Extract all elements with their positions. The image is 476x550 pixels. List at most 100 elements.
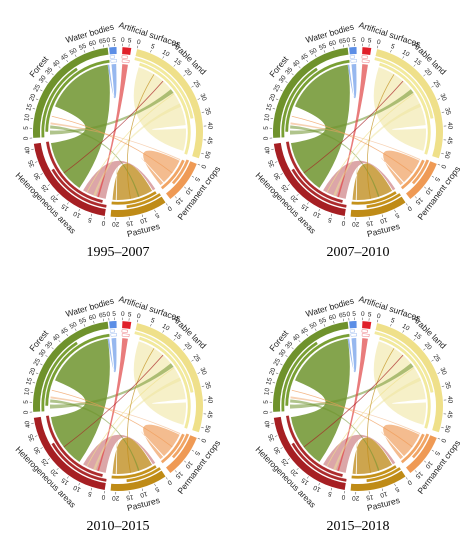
tick-label: 40 [206, 396, 214, 404]
flow-line-heterogeneous-areas [303, 354, 404, 448]
tick-label: 65 [339, 311, 348, 319]
tick-label: 15 [174, 196, 184, 206]
tick-mark [78, 208, 81, 212]
tick-label: 10 [379, 490, 388, 499]
tick-mark [431, 449, 435, 452]
tick-label: 40 [51, 333, 61, 343]
tick-mark [56, 193, 59, 197]
tick-mark [437, 98, 441, 100]
sector-arc-water-bodies [349, 47, 357, 55]
tick-label: 20 [289, 467, 299, 477]
tick-mark [298, 66, 301, 69]
sector-bar-permanent-crops [400, 433, 425, 464]
tick-label: 5 [394, 211, 401, 219]
sector-bar-forest [45, 333, 110, 406]
tick-mark [390, 49, 392, 53]
tick-label: 0 [376, 313, 381, 321]
tick-mark [141, 214, 144, 218]
panel-caption: 1995–2007 [87, 245, 150, 260]
tick-mark [377, 319, 379, 323]
tick-label: 10 [312, 209, 322, 219]
sector-bar-permanent-crops [411, 433, 430, 459]
tick-mark [78, 482, 81, 486]
tick-mark [280, 363, 283, 366]
tick-mark [306, 476, 309, 479]
tick-label: 25 [273, 83, 283, 93]
sector-bar-pastures [366, 467, 401, 483]
tick-mark [197, 372, 201, 374]
chords [49, 338, 186, 474]
chords [290, 64, 426, 200]
tick-mark [431, 175, 435, 178]
tick-mark [34, 435, 38, 437]
tick-label: 60 [328, 313, 337, 322]
tick-label: 10 [183, 186, 193, 196]
flow-line-heterogeneous-areas [63, 354, 164, 448]
tick-mark [314, 54, 317, 57]
tick-label: 50 [69, 47, 79, 57]
tick-mark [165, 203, 168, 206]
tick-label: 35 [443, 107, 452, 116]
tick-label: 20 [423, 341, 433, 351]
tick-label: 5 [150, 43, 156, 51]
chord-arable-land-to-arable-land [133, 341, 186, 425]
tick-label: 20 [28, 93, 37, 103]
tick-mark [47, 184, 50, 187]
panel-caption: 2010–2015 [87, 519, 150, 534]
tick-label: 25 [432, 79, 442, 89]
tick-label: 40 [446, 396, 454, 404]
tick-label: 0 [263, 410, 270, 414]
tick-label: 40 [291, 59, 301, 69]
tick-label: 45 [60, 326, 70, 336]
tick-label: 20 [49, 467, 59, 477]
tick-label: 5 [154, 211, 161, 219]
tick-label: 20 [352, 494, 360, 501]
sector-bar-heterogeneous-areas [51, 168, 107, 208]
chord-permanent-crops-to-permanent-crops [380, 150, 420, 186]
tick-mark [58, 66, 61, 69]
tick-label: 5 [433, 176, 441, 183]
tick-mark [174, 196, 177, 199]
tick-mark [137, 45, 139, 49]
sector-bar-pastures [111, 191, 157, 205]
tick-label: 15 [300, 202, 310, 212]
chord-permanent-crops-to-permanent-crops [140, 424, 180, 460]
sector-bar-water-bodies [350, 59, 357, 63]
tick-label: 15 [265, 377, 274, 386]
tick-label: 60 [88, 39, 97, 48]
flow-line-arable-land [86, 367, 175, 467]
sector-bar-water-bodies [110, 59, 117, 63]
sector-bar-permanent-crops [171, 159, 190, 185]
tick-label: 30 [438, 93, 447, 103]
tick-label: 5 [390, 317, 396, 325]
tick-label: 30 [273, 171, 283, 181]
tick-label: 45 [206, 410, 214, 418]
chords [50, 64, 186, 200]
tick-label: 20 [49, 193, 59, 203]
sector-arc-arable-land [375, 323, 443, 433]
sector-arc-artificial-surfaces [362, 47, 372, 55]
chord-forest-to-heterogeneous-areas [50, 338, 110, 463]
tick-label: 35 [27, 159, 36, 169]
tick-label: 35 [203, 107, 212, 116]
sector-bar-pastures [351, 465, 397, 479]
tick-mark [45, 81, 48, 83]
tick-label: 30 [38, 74, 48, 84]
tick-mark [441, 111, 445, 113]
tick-label: 0 [121, 37, 125, 44]
tick-label: 5 [154, 485, 161, 493]
tick-mark [162, 56, 165, 59]
tick-label: 30 [33, 445, 43, 455]
tick-label: 5 [87, 489, 93, 497]
tick-mark [291, 73, 294, 76]
flow-line-permanent-crops [51, 115, 173, 174]
tick-label: 20 [28, 367, 37, 377]
tick-mark [35, 372, 39, 375]
tick-label: 5 [112, 311, 116, 318]
tick-mark [201, 427, 204, 429]
tick-mark [441, 427, 444, 429]
tick-mark [272, 382, 276, 384]
